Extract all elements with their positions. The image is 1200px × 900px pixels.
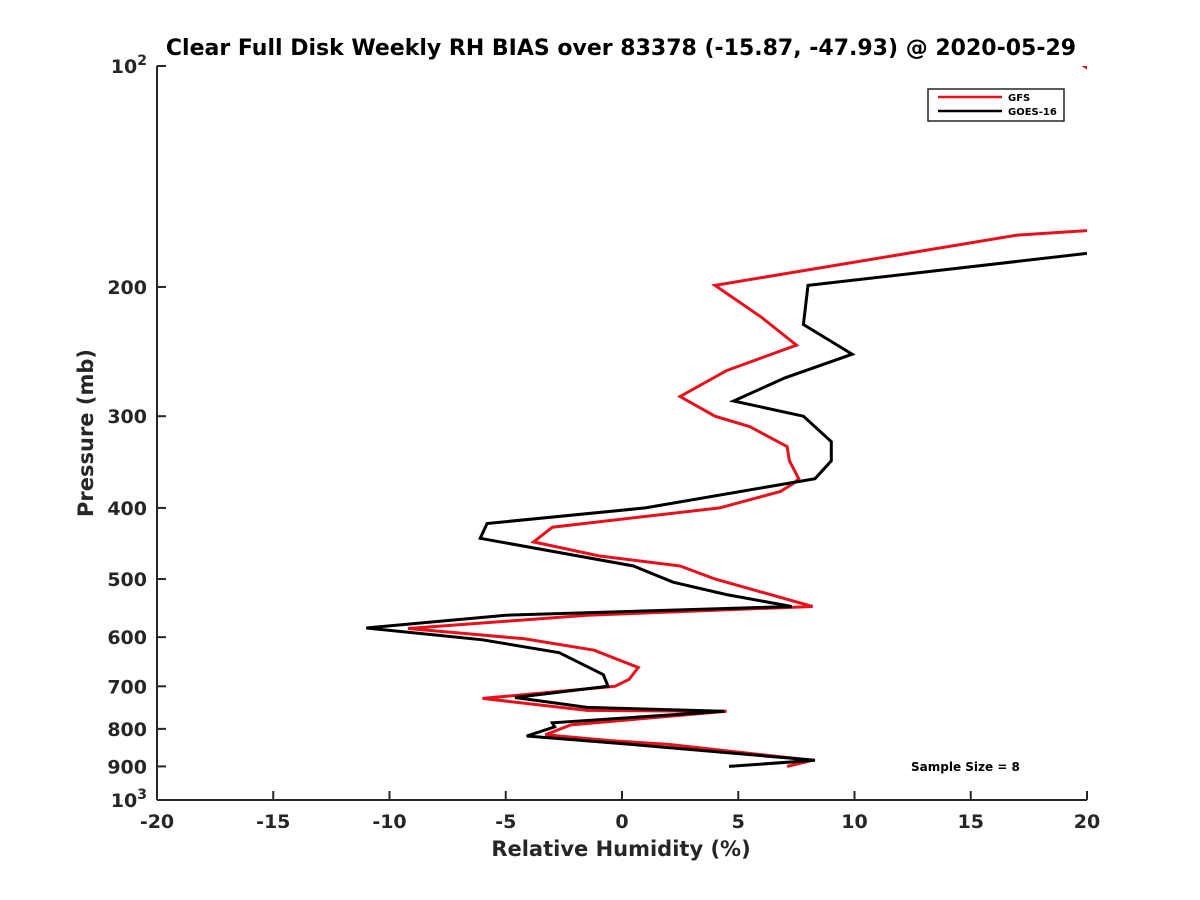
y-tick-label-power: 103 [111,787,147,812]
x-tick-label: 20 [1074,811,1100,833]
x-axis-label: Relative Humidity (%) [491,837,750,861]
y-tick-label: 200 [107,277,147,299]
x-tick-label: -5 [495,811,516,833]
y-tick-label-power: 102 [111,53,147,78]
legend: GFS GOES-16 [927,88,1065,122]
series-line-gfs [407,66,1087,768]
sample-size-annotation: Sample Size = 8 [911,760,1020,774]
x-tick-label: -20 [140,811,174,833]
x-tick-label: 0 [615,811,628,833]
legend-label-goes-16: GOES-16 [1008,107,1057,118]
x-tick-label: -15 [256,811,290,833]
y-axis-label: Pressure (mb) [74,349,98,517]
series-line-goes-16 [366,251,1087,768]
x-tick-label: -10 [372,811,406,833]
chart-title: Clear Full Disk Weekly RH BIAS over 8337… [166,36,1076,61]
y-tick-label: 400 [107,498,147,520]
x-tick-label: 10 [841,811,867,833]
y-tick-label: 800 [107,719,147,741]
y-tick-label: 600 [107,627,147,649]
x-axis-ticks: -20 -15 -10 -5 0 5 10 15 20 [140,791,1100,833]
y-tick-label: 700 [107,676,147,698]
x-tick-label: 15 [958,811,984,833]
legend-label-gfs: GFS [1008,93,1030,104]
y-axis-ticks: 200 300 400 500 600 700 800 900 102 103 [107,53,166,812]
legend-box [927,88,1065,122]
y-tick-label: 500 [107,569,147,591]
y-tick-label: 300 [107,406,147,428]
y-tick-label: 900 [107,756,147,778]
x-tick-label: 5 [732,811,745,833]
